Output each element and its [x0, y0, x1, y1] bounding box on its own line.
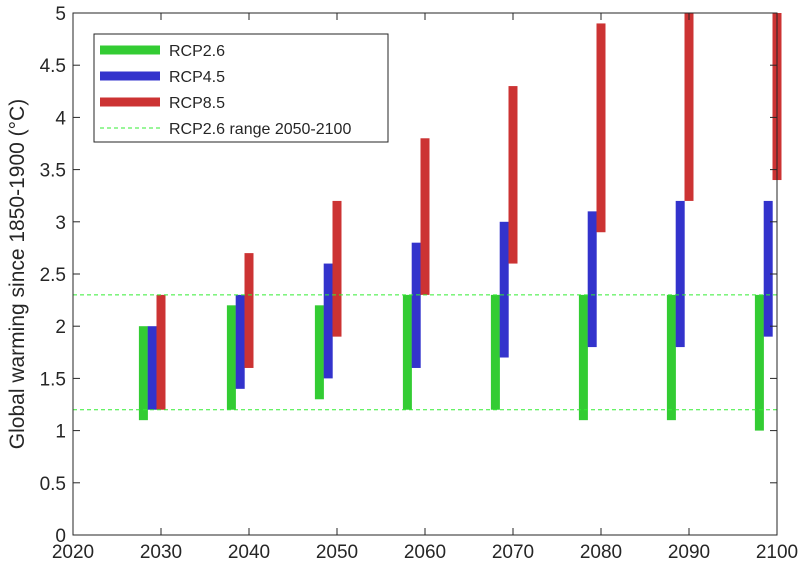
x-tick-label: 2080	[580, 542, 622, 563]
bar-rcp45-2100	[763, 200, 773, 337]
y-tick-label: 5	[55, 4, 66, 25]
bar-rcp45-2030	[147, 326, 157, 410]
x-tick-label: 2030	[140, 542, 182, 563]
bar-rcp45-2050	[323, 263, 333, 379]
bar-rcp45-2070	[499, 221, 509, 358]
y-tick-label: 1	[55, 422, 66, 443]
legend-label-rcp2-6: RCP2.6	[169, 43, 225, 60]
bar-rcp45-2080	[587, 211, 597, 348]
legend-label-rcp8-5: RCP8.5	[169, 95, 225, 112]
bar-rcp85-2030	[156, 294, 166, 410]
bar-rcp85-2080	[596, 23, 606, 233]
y-tick-label: 0	[55, 526, 66, 547]
x-axis: 2020 2030 2040 2050 2060 2070 2080 2090 2100	[52, 13, 798, 563]
x-tick-label: 2020	[52, 542, 94, 563]
bar-rcp26-2050	[314, 305, 324, 400]
legend-label-rcp2-6-range-2050-2100: RCP2.6 range 2050-2100	[169, 121, 351, 138]
y-tick-label: 3.5	[40, 161, 66, 182]
y-tick-label: 4.5	[40, 56, 66, 77]
bar-rcp26-2080	[578, 294, 588, 421]
bar-rcp85-2070	[508, 86, 518, 264]
bar-rcp45-2060	[411, 242, 421, 368]
bar-rcp26-2100	[754, 294, 764, 431]
y-axis-label: Global warming since 1850-1900 (°C)	[6, 99, 29, 449]
reference-lines	[73, 294, 777, 411]
x-tick-label: 2060	[404, 542, 446, 563]
bar-rcp45-2040	[235, 294, 245, 389]
x-tick-label: 2100	[756, 542, 798, 563]
y-tick-label: 2	[55, 317, 66, 338]
y-axis: 0 0.5 1 1.5 2 2.5 3 3.5 4 4.5 5	[40, 4, 777, 547]
x-tick-label: 2070	[492, 542, 534, 563]
bar-rcp26-2030	[138, 326, 148, 421]
bar-rcp85-2090	[684, 13, 694, 201]
x-tick-label: 2050	[316, 542, 358, 563]
y-tick-label: 4	[55, 108, 66, 129]
bar-rcp26-2040	[226, 305, 236, 410]
bar-rcp85-2060	[420, 138, 430, 295]
data-bars	[138, 13, 782, 431]
legend: RCP2.6 RCP4.5 RCP8.5 RCP2.6 range 2050-2100	[93, 33, 389, 143]
x-tick-label: 2090	[668, 542, 710, 563]
legend-label-rcp4-5: RCP4.5	[169, 69, 225, 86]
bar-rcp26-2090	[666, 294, 676, 421]
bar-rcp26-2060	[402, 294, 412, 410]
x-tick-label: 2040	[228, 542, 270, 563]
bar-rcp85-2040	[244, 253, 254, 368]
y-tick-label: 0.5	[40, 474, 66, 495]
bar-rcp85-2050	[332, 200, 342, 337]
y-tick-label: 1.5	[40, 369, 66, 390]
bar-rcp45-2090	[675, 200, 685, 348]
y-tick-label: 2.5	[40, 265, 66, 286]
y-tick-label: 3	[55, 213, 66, 234]
bar-rcp26-2070	[490, 294, 500, 410]
